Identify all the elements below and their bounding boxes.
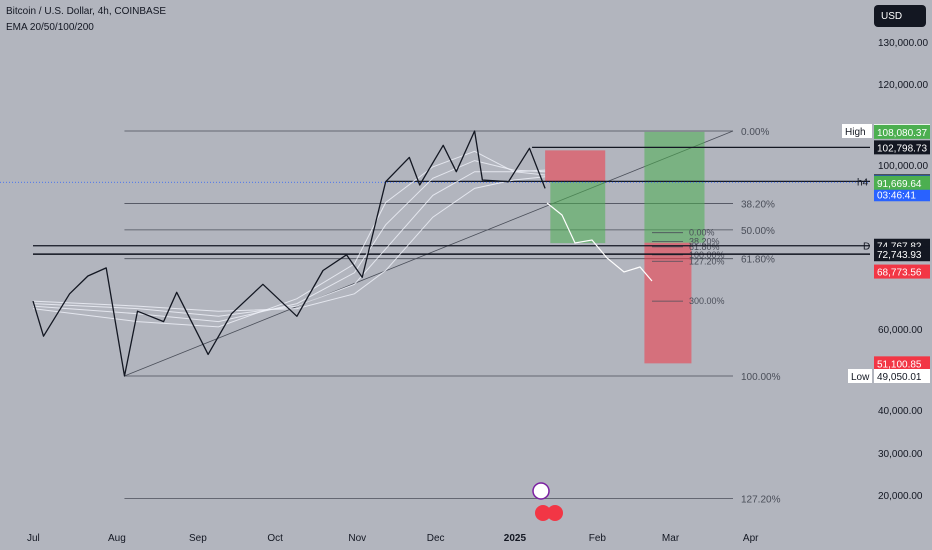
y-tick-label: 120,000.00 [878, 80, 928, 91]
price-label-text: 51,100.85 [877, 359, 922, 370]
tag-box [842, 124, 872, 138]
fib-level-label: 50.00% [741, 226, 775, 237]
price-label-text: 102,798.73 [877, 143, 927, 154]
price-line [32, 130, 546, 377]
tag-box [848, 369, 872, 383]
price-label-box [874, 175, 930, 190]
projected-path [546, 202, 653, 282]
ema-line [32, 176, 546, 312]
ema-line [32, 169, 546, 317]
x-tick-label: Apr [743, 533, 759, 544]
y-tick-label: 30,000.00 [878, 449, 923, 460]
price-label-box [874, 369, 930, 383]
fib-level-label: 0.00% [741, 127, 769, 138]
price-label-box [874, 140, 930, 155]
y-tick-label: 60,000.00 [878, 325, 923, 336]
y-tick-label: 130,000.00 [878, 38, 928, 49]
fib-level-label: 38.20% [741, 200, 775, 211]
indicator-legend[interactable]: EMA 20/50/100/200 [6, 22, 94, 33]
fib-level-label: 61.80% [741, 255, 775, 266]
loss-zone [644, 242, 692, 364]
y-tick-label: 40,000.00 [878, 406, 923, 417]
fib-small-label: 127.20% [689, 256, 725, 266]
tag-label: High [845, 127, 866, 138]
x-tick-label: Dec [427, 533, 445, 544]
x-tick-label: Jul [27, 533, 40, 544]
fib-small-label: 0.00% [689, 228, 715, 238]
tag-label: h4 [857, 177, 869, 188]
fib-small-label: 61.80% [689, 242, 720, 252]
y-tick-label: 100,000.00 [878, 161, 928, 172]
price-label-text: 72,743.93 [877, 250, 922, 261]
fib-small-label: 300.00% [689, 296, 725, 306]
price-label-box [874, 356, 930, 371]
fib-level-label: 100.00% [741, 372, 781, 383]
fib-level-label: 127.20% [741, 494, 781, 505]
ema-line [32, 150, 546, 328]
flag-icon [547, 505, 563, 521]
x-tick-label: Feb [589, 533, 607, 544]
price-label-box [874, 124, 930, 139]
y-tick-label: 20,000.00 [878, 491, 923, 502]
x-tick-label: Nov [348, 533, 366, 544]
currency-button[interactable]: USD [874, 5, 926, 27]
x-tick-label: Aug [108, 533, 126, 544]
flag-icon [535, 505, 551, 521]
loss-zone [545, 150, 606, 182]
price-label-text: 68,773.56 [877, 268, 922, 279]
tag-label: Low [851, 372, 870, 383]
x-tick-label: 2025 [504, 533, 527, 544]
profit-zone [644, 131, 705, 243]
x-tick-label: Mar [662, 533, 680, 544]
tag-label: D [863, 242, 870, 253]
price-label-text: 49,050.01 [877, 372, 922, 383]
fib-small-label: 38.20% [689, 237, 720, 247]
price-label-box [874, 187, 930, 202]
price-label-box [874, 247, 930, 262]
price-label-text: 91,669.64 [877, 179, 922, 190]
ema-line [32, 160, 546, 323]
price-label-box [874, 264, 930, 279]
symbol-title[interactable]: Bitcoin / U.S. Dollar, 4h, COINBASE [6, 6, 167, 17]
event-icon [532, 482, 550, 500]
price-label-text: 03:46:41 [877, 190, 916, 201]
x-tick-label: Oct [267, 533, 283, 544]
price-label-text: 108,080.37 [877, 128, 927, 139]
x-tick-label: Sep [189, 533, 207, 544]
